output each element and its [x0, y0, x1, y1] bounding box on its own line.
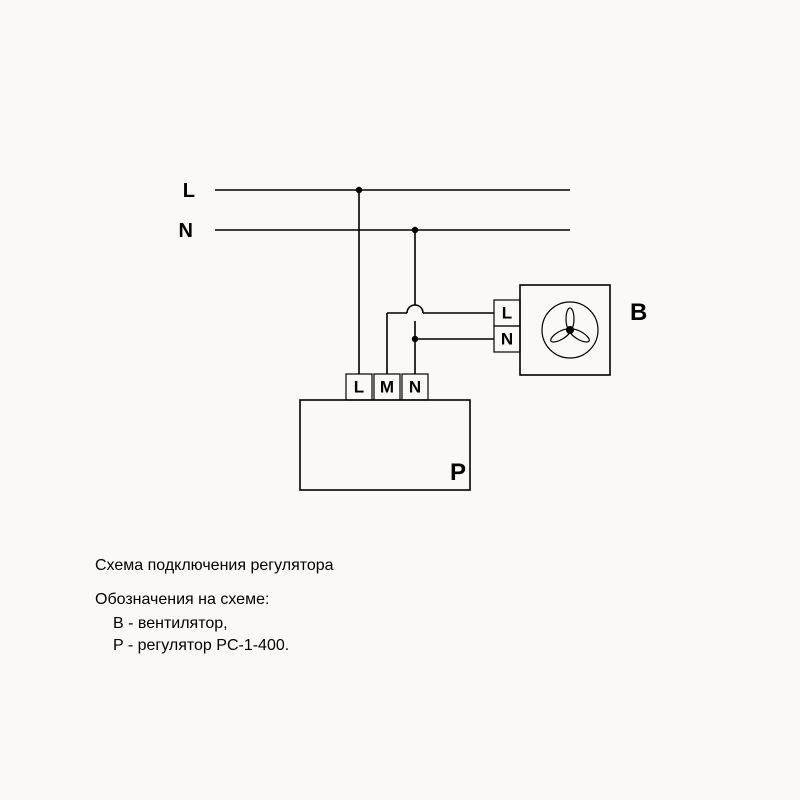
- legend-title: Схема подключения регулятора: [95, 557, 334, 574]
- fan-label: B: [630, 299, 647, 326]
- wiring-diagram: LNPLMNBLNСхема подключения регулятораОбо…: [0, 0, 800, 800]
- svg-text:N: N: [501, 330, 513, 349]
- svg-text:M: M: [380, 378, 394, 397]
- legend-item-1: P - регулятор PC-1-400.: [113, 637, 289, 654]
- svg-text:L: L: [354, 378, 364, 397]
- line-L-label: L: [183, 180, 195, 202]
- legend-subtitle: Обозначения на схеме:: [95, 591, 269, 608]
- regulator-label: P: [450, 459, 466, 486]
- svg-text:N: N: [409, 378, 421, 397]
- legend-item-0: B - вентилятор,: [113, 615, 228, 632]
- svg-text:L: L: [502, 304, 512, 323]
- line-N-label: N: [179, 220, 193, 242]
